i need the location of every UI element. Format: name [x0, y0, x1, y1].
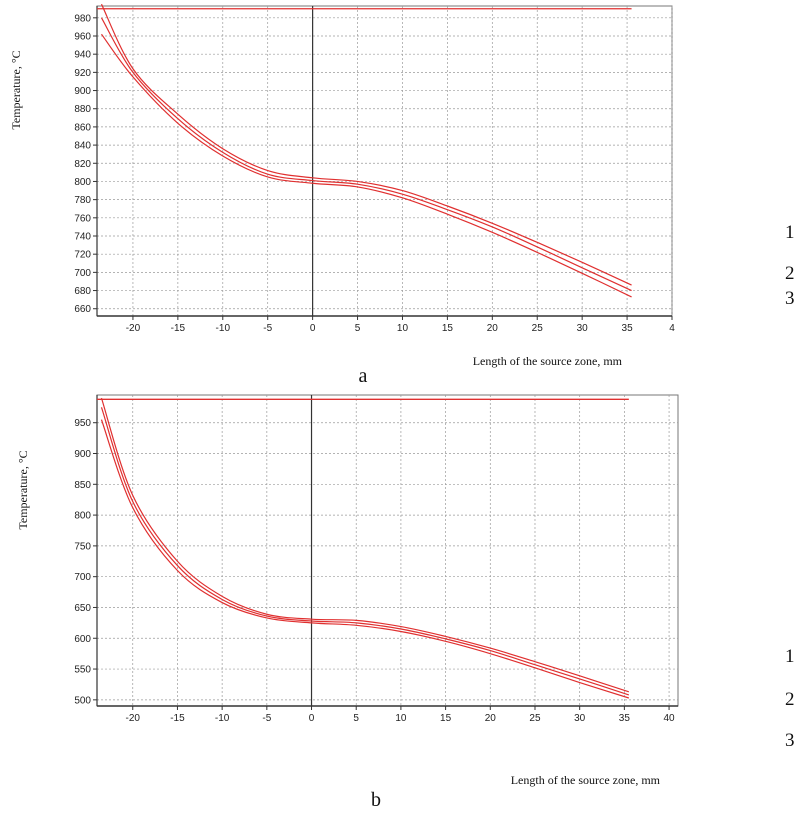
x-tick-label: 35: [622, 323, 634, 334]
x-tick-label: -20: [126, 323, 141, 334]
x-tick-label: 15: [442, 323, 454, 334]
x-axis-title: Length of the source zone, mm: [473, 354, 623, 368]
series-line-1: [100, 3, 632, 286]
x-tick-label: 40: [663, 713, 675, 724]
y-tick-label: 880: [74, 104, 91, 115]
x-tick-label: 10: [397, 323, 409, 334]
x-tick-label: -15: [171, 323, 186, 334]
y-axis-title: Temperature, °C: [16, 450, 30, 529]
series-line-3: [100, 419, 630, 699]
x-tick-label: 4: [669, 323, 675, 334]
series-line-3: [101, 33, 632, 298]
y-tick-label: 820: [74, 159, 91, 170]
y-tick-label: 700: [74, 268, 91, 279]
y-tick-label: 550: [74, 665, 91, 676]
y-tick-label: 740: [74, 232, 91, 243]
y-tick-label: 750: [74, 541, 91, 552]
y-tick-label: 800: [74, 511, 91, 522]
legend-number-3: 3: [785, 288, 795, 309]
chart-b: -20 -15 -10 -5 0 5 10 15 20 25 30 35 40 500 550 600 650 7…: [16, 394, 795, 811]
x-tick-label: 35: [619, 713, 631, 724]
y-tick-label: 680: [74, 286, 91, 297]
y-tick-label: 800: [74, 177, 91, 188]
x-tick-label: 30: [574, 713, 586, 724]
x-tick-label: -5: [263, 323, 272, 334]
x-tick-label: 30: [577, 323, 589, 334]
x-tick-label: 25: [532, 323, 544, 334]
x-tick-label: 25: [529, 713, 541, 724]
x-tick-label: 5: [355, 323, 361, 334]
series-line-1: [100, 397, 630, 693]
plot-area: [96, 5, 673, 317]
x-tick-label: 0: [310, 323, 316, 334]
x-tick-label: -15: [170, 713, 185, 724]
y-tick-label: 920: [74, 68, 91, 79]
x-tick-label: 10: [395, 713, 407, 724]
legend-number-2: 2: [785, 263, 795, 284]
y-tick-label: 600: [74, 634, 91, 645]
plot-area: [96, 394, 679, 707]
chart-a: -20 -15 -10 -5 0 5 10 15 20 25 30 35 4 660 680 700 720 74…: [9, 3, 795, 387]
y-tick-label: 720: [74, 250, 91, 261]
y-tick-label: 660: [74, 304, 91, 315]
legend-number-1: 1: [785, 222, 795, 243]
y-tick-label: 960: [74, 32, 91, 43]
subfigure-caption: a: [359, 365, 368, 387]
series-line-2: [100, 407, 630, 696]
x-tick-label: 5: [353, 713, 359, 724]
y-tick-label: 900: [74, 86, 91, 97]
x-tick-label: 20: [485, 713, 497, 724]
series-line-2: [100, 17, 632, 292]
y-tick-label: 650: [74, 603, 91, 614]
x-axis-title: Length of the source zone, mm: [511, 773, 661, 787]
y-tick-label: 850: [74, 480, 91, 491]
y-tick-label: 950: [74, 418, 91, 429]
y-tick-label: 980: [74, 13, 91, 24]
x-tick-label: 20: [487, 323, 499, 334]
y-tick-label: 700: [74, 572, 91, 583]
y-axis-title: Temperature, °C: [9, 50, 23, 129]
legend-number-2: 2: [785, 689, 795, 710]
x-tick-label: -20: [126, 713, 141, 724]
y-tick-label: 780: [74, 195, 91, 206]
x-tick-label: 15: [440, 713, 452, 724]
y-tick-label: 860: [74, 122, 91, 133]
y-tick-label: 940: [74, 50, 91, 61]
legend-number-1: 1: [785, 646, 795, 667]
y-tick-label: 840: [74, 141, 91, 152]
y-tick-label: 500: [74, 695, 91, 706]
subfigure-caption: b: [371, 789, 381, 811]
x-tick-label: -10: [216, 323, 231, 334]
legend-number-3: 3: [785, 730, 795, 751]
x-tick-label: -10: [215, 713, 230, 724]
x-tick-label: -5: [262, 713, 271, 724]
y-tick-label: 900: [74, 449, 91, 460]
x-tick-label: 0: [309, 713, 315, 724]
y-tick-label: 760: [74, 213, 91, 224]
